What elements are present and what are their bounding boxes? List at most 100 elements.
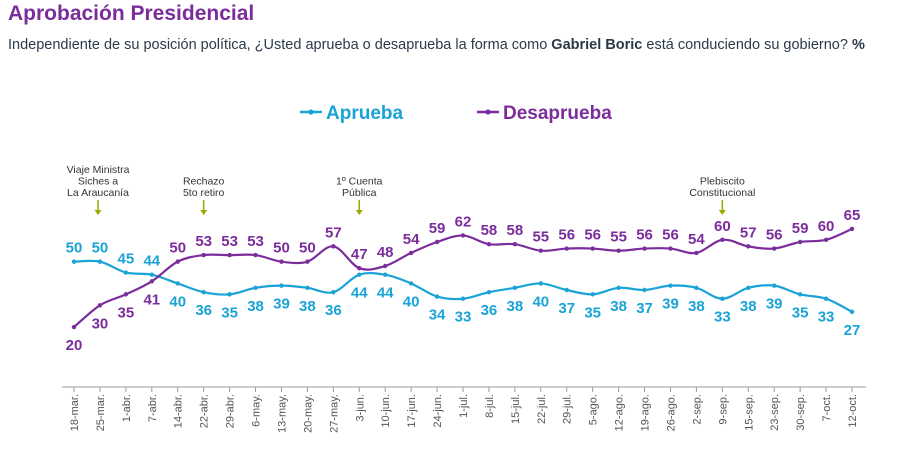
point-aprueba [823, 296, 829, 301]
x-tick-label: 10-jun. [380, 394, 392, 428]
data-label-aprueba: 38 [247, 298, 264, 315]
point-desaprueba [590, 246, 595, 251]
annotation-text: Viaje Ministra [67, 164, 130, 176]
point-aprueba [434, 294, 440, 299]
data-label-aprueba: 45 [118, 251, 135, 268]
x-tick-label: 5-ago. [588, 394, 600, 425]
x-tick-label: 7-oct. [821, 394, 833, 422]
point-aprueba [227, 292, 232, 297]
x-tick-label: 19-ago. [640, 394, 652, 431]
annotation-arrow-head [200, 210, 208, 215]
point-desaprueba [564, 246, 569, 251]
point-desaprueba [797, 239, 803, 245]
annotation-text: Constitucional [689, 187, 755, 199]
point-aprueba [538, 281, 543, 286]
data-labels: 50 20 50 30 45 35 44 41 40 50 36 53 35 53 38 53 39 50 38 50… [66, 207, 861, 354]
legend-swatch-dot [485, 109, 491, 115]
x-tick-label: 13-may. [276, 394, 288, 433]
data-label-desaprueba: 56 [766, 227, 783, 244]
x-tick-label: 2-sep. [691, 394, 703, 425]
x-tick-label: 6-may. [251, 394, 263, 427]
point-aprueba [305, 285, 310, 291]
point-desaprueba [408, 250, 414, 256]
data-label-desaprueba: 53 [247, 233, 264, 250]
data-label-desaprueba: 65 [844, 207, 861, 224]
point-desaprueba [123, 292, 129, 297]
annotation-arrow-head [94, 210, 102, 215]
x-tick-label: 1-abr. [121, 394, 133, 422]
point-desaprueba [849, 226, 855, 232]
data-label-aprueba: 40 [169, 293, 186, 310]
point-desaprueba [383, 263, 388, 269]
x-tick-label: 30-sep. [795, 394, 807, 431]
point-desaprueba [694, 250, 699, 256]
point-desaprueba [279, 259, 284, 264]
point-aprueba [746, 285, 751, 291]
question-text: Independiente de su posición política, ¿… [8, 36, 898, 54]
data-label-desaprueba: 50 [299, 240, 316, 257]
data-label-desaprueba: 54 [403, 231, 420, 248]
point-aprueba [408, 281, 414, 286]
point-desaprueba [823, 237, 829, 243]
x-tick-label: 7-abr. [147, 394, 159, 422]
point-aprueba [175, 281, 180, 286]
point-desaprueba [486, 241, 492, 247]
data-label-aprueba: 27 [844, 322, 861, 339]
data-label-aprueba: 37 [558, 300, 575, 317]
point-desaprueba [357, 265, 362, 271]
data-label-aprueba: 50 [92, 240, 109, 257]
data-label-desaprueba: 20 [66, 337, 83, 354]
data-label-aprueba: 38 [610, 298, 627, 315]
x-tick-label: 18-mar. [69, 394, 81, 431]
point-desaprueba [720, 237, 725, 243]
annotation-arrow-head [718, 210, 726, 215]
point-aprueba [97, 259, 103, 264]
data-label-aprueba: 36 [325, 302, 342, 319]
data-label-desaprueba: 57 [740, 224, 757, 241]
data-label-desaprueba: 53 [195, 233, 212, 250]
point-desaprueba [538, 248, 543, 253]
data-label-aprueba: 44 [143, 253, 160, 270]
point-desaprueba [227, 252, 232, 258]
question-text-part: Independiente de su posición política, ¿… [8, 37, 552, 53]
point-aprueba [357, 272, 362, 277]
data-label-aprueba: 38 [507, 298, 524, 315]
point-aprueba [486, 289, 492, 295]
point-aprueba [279, 283, 284, 288]
legend-item-aprueba: Aprueba [300, 103, 404, 124]
x-tick-label: 20-may. [302, 394, 314, 433]
x-tick-label: 29-abr. [225, 394, 237, 428]
data-label-desaprueba: 50 [169, 240, 186, 257]
legend-label: Desaprueba [503, 103, 612, 124]
data-label-desaprueba: 56 [636, 227, 653, 244]
point-desaprueba [175, 259, 180, 264]
annotation-arrow-head [355, 210, 363, 215]
data-label-desaprueba: 62 [455, 213, 472, 230]
x-tick-label: 15-sep. [743, 394, 755, 431]
point-desaprueba [305, 259, 310, 264]
legend-item-desaprueba: Desaprueba [477, 103, 612, 124]
data-label-desaprueba: 54 [688, 231, 705, 248]
point-desaprueba [201, 252, 206, 258]
point-aprueba [201, 289, 206, 295]
point-aprueba [642, 287, 647, 293]
data-label-aprueba: 33 [455, 309, 472, 326]
data-label-aprueba: 33 [714, 309, 731, 326]
data-label-aprueba: 38 [740, 298, 757, 315]
data-label-desaprueba: 30 [92, 315, 109, 332]
point-desaprueba [512, 241, 518, 247]
data-label-aprueba: 36 [481, 302, 498, 319]
point-aprueba [720, 296, 725, 301]
data-label-aprueba: 39 [662, 296, 679, 313]
data-label-desaprueba: 58 [481, 222, 498, 239]
data-label-aprueba: 38 [688, 298, 705, 315]
x-tick-label: 3-jun. [354, 394, 366, 422]
point-aprueba [590, 292, 595, 297]
point-aprueba [460, 296, 466, 301]
annotation-text: Plebiscito [700, 176, 745, 188]
data-label-desaprueba: 59 [792, 220, 809, 237]
